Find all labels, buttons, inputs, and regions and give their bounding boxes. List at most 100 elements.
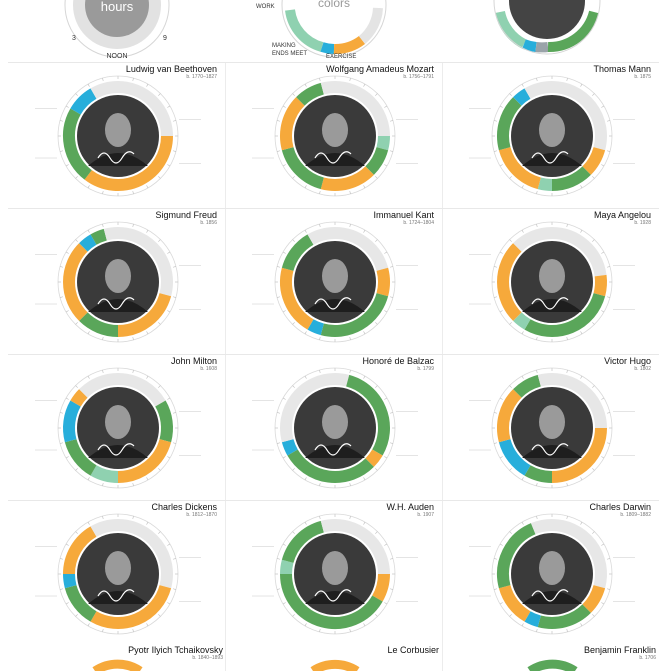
activity-arc-creative <box>345 374 390 456</box>
hour-tick <box>319 223 321 228</box>
portrait-face <box>539 405 565 439</box>
hour-tick <box>282 602 286 605</box>
hour-tick <box>601 456 605 459</box>
portrait-face <box>322 113 348 147</box>
daily-routine-clock <box>252 75 418 197</box>
legend-tick-3: 3 <box>72 35 76 42</box>
hour-tick <box>606 266 611 268</box>
activity-arc-food <box>90 465 119 483</box>
person-years: b. 1608 <box>200 366 217 372</box>
hour-tick <box>384 105 388 108</box>
activity-arc-creative <box>280 573 383 629</box>
hour-tick <box>87 229 90 233</box>
legend-hours-label: hours <box>101 0 134 14</box>
hour-tick <box>509 614 512 617</box>
hour-tick <box>601 164 605 167</box>
hour-tick <box>102 77 104 82</box>
hour-tick <box>167 397 171 400</box>
activity-arc-creative <box>296 82 325 106</box>
activity-arc-creative <box>497 97 522 151</box>
hour-tick <box>606 296 611 298</box>
hour-tick <box>566 223 568 228</box>
hour-tick <box>493 412 498 414</box>
hour-tick <box>580 477 583 481</box>
hour-tick <box>276 296 281 298</box>
hour-tick <box>375 385 378 388</box>
hour-tick <box>536 369 538 374</box>
hour-tick <box>319 515 321 520</box>
hour-tick <box>75 176 78 179</box>
legend-work-label: WORK <box>256 4 275 10</box>
hour-tick <box>65 602 69 605</box>
activity-arc-exercise <box>70 88 97 115</box>
hour-tick <box>146 331 149 335</box>
hour-tick <box>304 229 307 233</box>
hour-tick <box>59 296 64 298</box>
portrait-face <box>322 259 348 293</box>
hour-tick <box>375 93 378 96</box>
hour-tick <box>158 468 161 471</box>
portrait-face <box>322 551 348 585</box>
hour-tick <box>102 223 104 228</box>
hour-tick <box>65 456 69 459</box>
hour-tick <box>509 93 512 96</box>
hour-tick <box>363 375 366 379</box>
activity-arc-creative <box>64 438 97 476</box>
hour-tick <box>566 628 568 633</box>
hour-tick <box>276 266 281 268</box>
hour-tick <box>304 83 307 87</box>
hour-tick <box>158 614 161 617</box>
hour-tick <box>292 93 295 96</box>
signature-mark <box>97 443 135 456</box>
hour-tick <box>493 150 498 152</box>
hour-tick <box>493 442 498 444</box>
hour-tick <box>601 105 605 108</box>
daily-routine-clock <box>35 367 201 489</box>
activity-arc-creative <box>63 108 93 180</box>
hour-tick <box>59 150 64 152</box>
hour-tick <box>132 77 134 82</box>
hour-tick <box>146 229 149 233</box>
hour-tick <box>509 239 512 242</box>
activity-arc-sleep <box>117 81 173 137</box>
person-schedule-card: Maya Angelou b. 1928 <box>442 208 659 354</box>
daily-routine-clock <box>252 513 418 635</box>
portrait-shoulders <box>88 591 148 604</box>
signature-mark <box>531 589 569 602</box>
portrait-shoulders <box>305 153 365 166</box>
person-name: Ludwig van Beethoven <box>125 64 217 74</box>
hour-tick <box>521 83 524 87</box>
portrait-shoulders <box>88 445 148 458</box>
hour-tick <box>592 176 595 179</box>
hour-tick <box>363 521 366 525</box>
daily-routine-clock <box>469 221 635 343</box>
hour-tick <box>304 623 307 627</box>
hour-tick <box>167 164 171 167</box>
activity-arc-sleep <box>320 519 336 533</box>
person-schedule-card: Ludwig van Beethoven b. 1770–1827 <box>8 62 225 208</box>
activity-arc-exercise <box>524 611 542 628</box>
next-row-name-franklin: Benjamin Franklin <box>583 645 656 655</box>
hour-tick <box>493 120 498 122</box>
person-schedule-card: W.H. Auden b. 1907 <box>225 500 442 646</box>
activity-arc-work <box>376 267 390 297</box>
activity-arc-creative <box>281 520 325 564</box>
next-row-years-franklin: b. 1706 <box>639 655 656 661</box>
activity-arc-food <box>537 177 553 191</box>
person-schedule-card: Charles Dickens b. 1812–1870 <box>8 500 225 646</box>
hour-tick <box>167 310 171 313</box>
legend-making-ends-meet-label-2: ENDS MEET <box>272 51 307 57</box>
hour-tick <box>158 385 161 388</box>
person-schedule-card: Sigmund Freud b. 1856 <box>8 208 225 354</box>
activity-arc-sleep <box>90 519 119 537</box>
person-name: Thomas Mann <box>593 64 651 74</box>
hour-tick <box>384 251 388 254</box>
activity-arc-creative <box>551 166 591 191</box>
activity-arc-sleep <box>551 81 607 151</box>
hour-tick <box>319 628 321 633</box>
activity-arc-sleep <box>530 519 553 535</box>
person-name: Charles Darwin <box>589 502 651 512</box>
hour-tick <box>132 223 134 228</box>
portrait-shoulders <box>305 445 365 458</box>
portrait-face <box>539 113 565 147</box>
